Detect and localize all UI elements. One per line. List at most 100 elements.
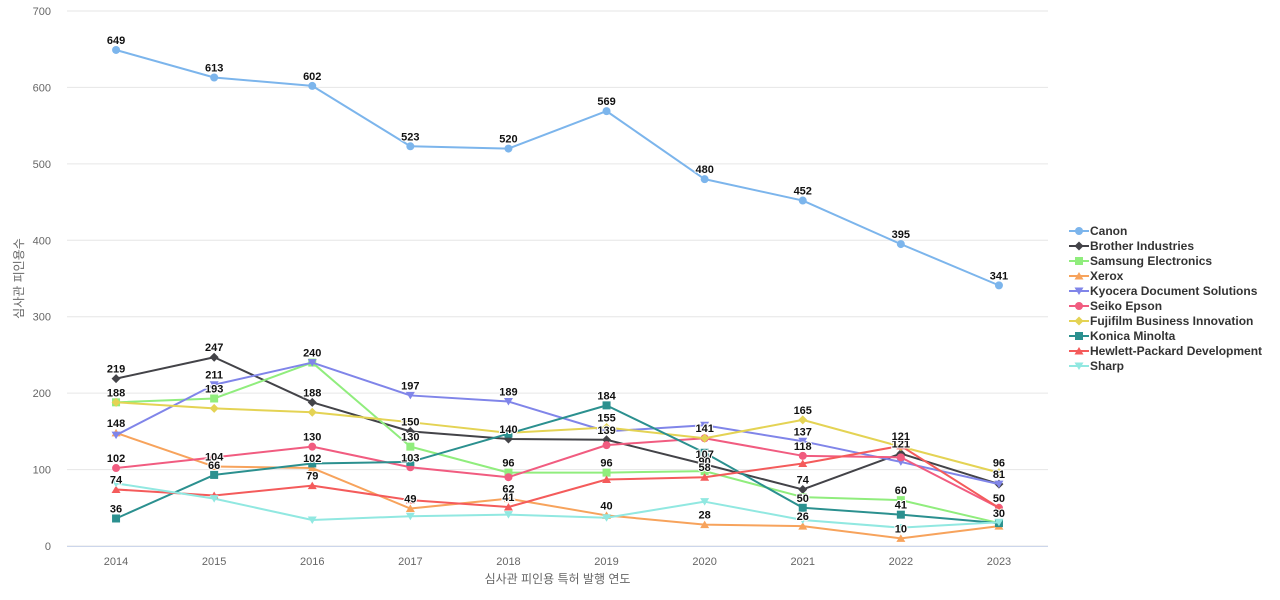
data-label: 74 xyxy=(110,474,123,486)
data-point xyxy=(896,453,905,462)
data-point xyxy=(700,498,710,506)
data-label: 188 xyxy=(107,387,125,399)
series-line xyxy=(115,444,1000,509)
data-point xyxy=(405,417,415,427)
data-point xyxy=(700,473,710,481)
data-point xyxy=(406,442,415,451)
legend-item[interactable]: Xerox xyxy=(1068,268,1262,283)
legend-item[interactable]: Konica Minolta xyxy=(1068,328,1262,343)
data-point xyxy=(798,451,807,460)
legend-item[interactable]: Fujifilm Business Innovation xyxy=(1068,313,1262,328)
data-label: 613 xyxy=(205,62,223,74)
data-point xyxy=(994,518,1004,527)
data-point xyxy=(111,374,121,384)
x-tick-label: 2016 xyxy=(300,556,324,568)
data-point xyxy=(994,468,1004,478)
data-label: 50 xyxy=(993,493,1005,505)
data-label: 96 xyxy=(502,458,514,470)
data-point xyxy=(210,394,219,403)
x-tick-label: 2019 xyxy=(594,556,618,568)
data-label: 81 xyxy=(993,469,1005,481)
data-label: 184 xyxy=(597,390,616,402)
series-line xyxy=(116,361,1000,525)
legend-item[interactable]: Sharp xyxy=(1068,358,1262,373)
data-point xyxy=(307,397,317,407)
data-label: 155 xyxy=(597,413,615,425)
data-label: 96 xyxy=(600,458,612,470)
x-tick-label: 2022 xyxy=(889,556,913,568)
data-point xyxy=(504,473,513,482)
data-label: 452 xyxy=(794,186,812,198)
data-point xyxy=(700,459,710,469)
legend-symbol-icon xyxy=(1069,346,1089,354)
y-axis-title: 심사관 피인용수 xyxy=(12,238,26,319)
data-point xyxy=(798,415,808,425)
legend-marker xyxy=(1075,256,1083,265)
data-point xyxy=(798,493,807,502)
y-tick-label: 0 xyxy=(45,541,51,553)
series-line xyxy=(115,431,1000,540)
legend-item[interactable]: Canon xyxy=(1068,223,1262,238)
data-label: 188 xyxy=(303,387,321,399)
data-point xyxy=(896,524,906,532)
data-point xyxy=(504,468,513,477)
data-point xyxy=(405,426,415,436)
data-label: 649 xyxy=(107,35,125,47)
data-label: 58 xyxy=(699,462,711,474)
legend-symbol-icon xyxy=(1069,226,1089,235)
data-point xyxy=(896,441,906,450)
data-point xyxy=(111,397,121,407)
legend-symbol-icon xyxy=(1069,271,1089,279)
legend-item[interactable]: Samsung Electronics xyxy=(1068,253,1262,268)
legend-label: Kyocera Document Solutions xyxy=(1090,283,1258,298)
legend-marker xyxy=(1074,271,1084,279)
data-label: 130 xyxy=(401,432,419,444)
data-label: 197 xyxy=(401,380,419,392)
data-point xyxy=(111,431,121,440)
legend-symbol-icon xyxy=(1069,362,1089,370)
data-point xyxy=(112,514,121,523)
data-label: 140 xyxy=(499,424,517,436)
y-tick-label: 500 xyxy=(33,159,51,171)
series-line xyxy=(115,361,1000,486)
data-label: 520 xyxy=(499,134,517,146)
data-label: 247 xyxy=(205,342,223,354)
y-axis-ticks: 0 100 200 300 400 500 600 700 xyxy=(33,6,51,553)
data-label: 569 xyxy=(597,96,615,108)
y-tick-label: 300 xyxy=(33,312,51,324)
data-label: 96 xyxy=(993,458,1005,470)
series-line xyxy=(115,49,1000,287)
legend-item[interactable]: Kyocera Document Solutions xyxy=(1068,283,1262,298)
legend-marker xyxy=(1074,241,1084,250)
data-label: 102 xyxy=(107,453,125,465)
series-4 xyxy=(111,359,1004,489)
data-point xyxy=(602,441,611,450)
data-point xyxy=(994,480,1004,489)
series-0 xyxy=(112,45,1003,290)
data-point xyxy=(700,421,710,430)
data-label: 130 xyxy=(303,432,321,444)
data-label: 50 xyxy=(797,493,809,505)
legend-item[interactable]: Seiko Epson xyxy=(1068,298,1262,313)
data-point xyxy=(112,45,121,54)
data-point xyxy=(700,175,709,184)
x-axis-title: 심사관 피인용 특허 발행 연도 xyxy=(485,571,631,586)
data-label: 74 xyxy=(797,474,810,486)
data-label: 10 xyxy=(895,523,907,535)
data-point xyxy=(307,464,317,472)
data-point xyxy=(405,496,415,504)
series-9 xyxy=(111,479,1004,532)
y-tick-label: 100 xyxy=(33,465,51,477)
legend-item[interactable]: Hewlett-Packard Development xyxy=(1068,343,1262,358)
x-axis-ticks: 2014 2015 2016 2017 2018 2019 2020 2021 2022 2023 xyxy=(104,556,1011,568)
data-label: 60 xyxy=(895,485,907,497)
data-point xyxy=(798,516,808,525)
data-point xyxy=(798,522,808,530)
data-label: 150 xyxy=(401,416,419,428)
legend-label: Sharp xyxy=(1090,358,1125,373)
data-point xyxy=(210,470,219,479)
legend: Canon Brother Industries Samsung Electroni… xyxy=(1068,223,1262,373)
data-label: 40 xyxy=(600,500,612,512)
legend-item[interactable]: Brother Industries xyxy=(1068,238,1262,253)
